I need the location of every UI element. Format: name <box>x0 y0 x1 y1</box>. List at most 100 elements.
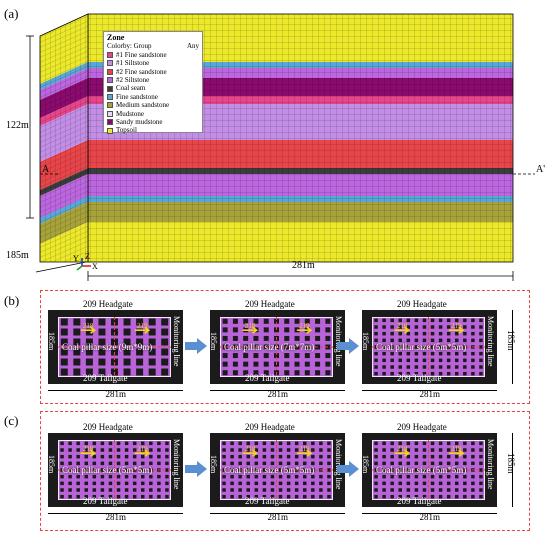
coal-pillar <box>60 348 68 356</box>
coal-pillar <box>414 461 419 466</box>
coal-pillar <box>76 461 80 466</box>
coal-pillar <box>319 441 323 446</box>
coal-pillar <box>471 331 475 336</box>
coal-pillar <box>438 318 443 323</box>
coal-pillar <box>270 448 275 452</box>
coal-pillar <box>479 371 483 376</box>
coal-pillar <box>123 338 131 346</box>
coal-pillar <box>446 441 451 446</box>
coal-pillar <box>243 335 249 341</box>
coal-pillar <box>253 361 259 367</box>
coal-pillar <box>141 461 145 466</box>
coal-pillar <box>398 494 402 499</box>
coal-pillar <box>455 481 459 486</box>
tailgate-label: 209 Tailgate <box>83 496 128 506</box>
coal-pillar <box>85 318 93 326</box>
coal-pillar <box>148 318 156 326</box>
coal-pillar <box>315 318 321 324</box>
panel-c-label: (c) <box>4 413 19 428</box>
coal-pillar <box>471 474 475 479</box>
coal-pillar <box>414 468 419 472</box>
coal-pillar <box>438 488 443 492</box>
coal-pillar <box>100 448 105 452</box>
coal-pillar <box>479 494 483 499</box>
coal-pillar <box>430 488 435 492</box>
coal-pillar <box>422 494 427 499</box>
coal-pillar <box>479 474 483 479</box>
coal-pillar <box>414 318 419 323</box>
coal-pillar <box>390 481 394 486</box>
coal-pillar <box>222 448 226 452</box>
axis-triad <box>76 258 91 271</box>
coal-pillar <box>315 327 321 333</box>
coal-pillar <box>232 318 238 324</box>
coal-pillar <box>73 348 81 356</box>
coal-pillar <box>390 494 394 499</box>
coal-pillar <box>92 448 97 452</box>
coal-pillar <box>479 441 483 446</box>
coal-pillar <box>438 481 443 486</box>
coal-pillar <box>406 454 411 459</box>
coal-pillar <box>303 468 307 472</box>
coal-pillar <box>327 481 331 486</box>
coal-pillar <box>100 468 105 472</box>
coal-pillar <box>73 368 81 376</box>
coal-pillar <box>246 461 250 466</box>
panel-height-label: 185m <box>47 455 56 474</box>
coal-pillar <box>108 488 113 492</box>
coal-pillar <box>246 474 250 479</box>
legend-item-label: Topsoil <box>116 126 137 135</box>
coal-pillar <box>230 488 234 492</box>
coal-pillar <box>238 441 242 446</box>
coal-pillar <box>422 325 427 329</box>
coal-pillar <box>157 441 161 446</box>
coal-pillar <box>398 371 402 376</box>
coal-pillar <box>92 454 97 459</box>
coal-pillar <box>304 353 310 359</box>
legend-item: #2 Siltstone <box>107 76 199 84</box>
coal-pillar <box>278 448 283 452</box>
coal-pillar <box>148 348 156 356</box>
coal-pillar <box>463 441 467 446</box>
coal-pillar <box>398 331 402 336</box>
coal-pillar <box>222 335 228 341</box>
coal-pillar <box>278 481 283 486</box>
coal-pillar <box>132 481 137 486</box>
coal-pillar <box>471 358 475 363</box>
coal-pillar <box>136 348 144 356</box>
coal-pillar <box>374 481 378 486</box>
yellow-arrow-icon <box>134 449 151 457</box>
plan-panel: 218 219 Coal pillar size (5m*5m) Monitoring… <box>361 433 497 507</box>
coal-pillar <box>84 454 88 459</box>
coal-pillar <box>325 318 331 324</box>
legend-item-label: Fine sandstone <box>116 92 158 101</box>
pillar-size-label: Coal pillar size (7m*7m) <box>224 342 315 353</box>
coal-pillar <box>124 494 129 499</box>
coal-pillar <box>479 318 483 323</box>
coal-pillar <box>303 494 307 499</box>
coal-pillar <box>414 448 419 452</box>
coal-pillar <box>132 494 137 499</box>
coal-pillar <box>438 468 443 472</box>
coal-pillar <box>284 361 290 367</box>
legend-colorby: Colorby: Group <box>107 42 152 51</box>
coal-pillar <box>60 368 68 376</box>
coal-pillar <box>325 370 331 376</box>
coal-pillar <box>422 461 427 466</box>
coal-pillar <box>108 474 113 479</box>
coal-pillar <box>446 331 451 336</box>
coal-pillar <box>243 318 249 324</box>
coal-pillar <box>76 441 80 446</box>
coal-pillar <box>463 461 467 466</box>
coal-pillar <box>60 328 68 336</box>
panel-c-frame <box>40 411 530 531</box>
coal-pillar <box>123 358 131 366</box>
coal-pillar <box>68 494 72 499</box>
coal-pillar <box>406 371 411 376</box>
coal-pillar-grid <box>372 440 485 500</box>
coal-pillar <box>60 358 68 366</box>
coal-pillar <box>406 331 411 336</box>
coal-pillar <box>294 488 299 492</box>
coal-pillar <box>398 468 402 472</box>
coal-pillar <box>230 454 234 459</box>
